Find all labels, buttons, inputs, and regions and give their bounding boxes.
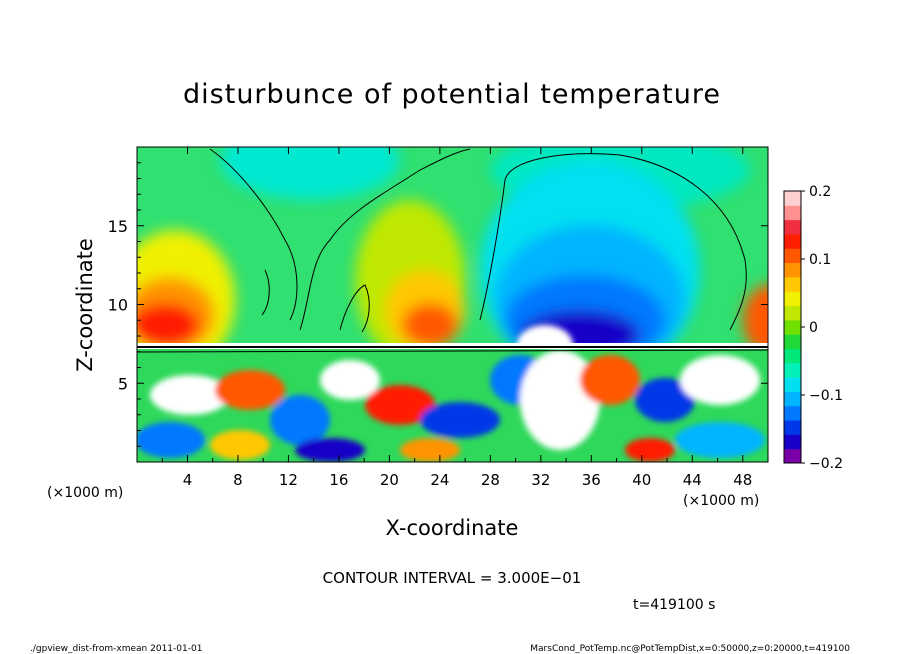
colorbar-tick-label: 0.1 [809, 252, 831, 268]
x-tick-label: 44 [683, 471, 702, 489]
x-tick-label: 16 [329, 471, 348, 489]
colorbar-tick-label: 0 [809, 320, 818, 336]
x-tick-label: 48 [733, 471, 752, 489]
colorbar-segment [784, 219, 801, 235]
contour-lines [209, 148, 747, 333]
y-tick-label: 5 [118, 374, 128, 393]
colorbar-labels: 0.2 0.1 0 −0.1 −0.2 [801, 184, 843, 472]
colorbar-tick-label: −0.1 [809, 388, 843, 404]
y-axis-label: Z-coordinate [73, 238, 97, 372]
x-tick-label: 20 [380, 471, 399, 489]
x-tick-label: 28 [481, 471, 500, 489]
contour-interval-label: CONTOUR INTERVAL = 3.000E−01 [323, 569, 582, 587]
x-axis: 4 8 12 16 20 24 28 32 36 40 44 48 [161, 147, 752, 489]
colorbar-segment [784, 305, 801, 321]
colorbar-segment [784, 448, 801, 464]
colorbar-segment [784, 262, 801, 278]
colorbar-segment [784, 420, 801, 435]
colorbar-segment [784, 233, 801, 249]
colorbar-segment [784, 191, 801, 206]
x-tick-label: 36 [582, 471, 601, 489]
time-label: t=419100 s [633, 597, 715, 613]
x-tick-label: 8 [233, 471, 243, 489]
y-axis: 5 10 15 [108, 162, 768, 447]
colorbar-segment [784, 205, 801, 221]
colorbar-segment [784, 362, 801, 378]
colorbar-segment [784, 248, 801, 264]
colorbar-segment [784, 291, 801, 307]
x-tick-label: 32 [531, 471, 550, 489]
colorbar-segment [784, 348, 801, 364]
x-tick-label: 40 [632, 471, 651, 489]
colorbar-segment [784, 434, 801, 450]
x-unit-left: (×1000 m) [47, 485, 123, 501]
colorbar-segment [784, 334, 801, 349]
x-tick-label: 24 [430, 471, 449, 489]
colorbar-segment [784, 391, 801, 407]
footer-left: ./gpview_dist-from-xmean 2011-01-01 [30, 644, 202, 654]
y-tick-label: 15 [108, 217, 128, 236]
colorbar-segment [784, 276, 801, 292]
chart-title: disturbunce of potential temperature [183, 79, 721, 110]
x-tick-label: 4 [183, 471, 193, 489]
colorbar-segment [784, 377, 801, 392]
colorbar-tick-label: 0.2 [809, 184, 831, 200]
colorbar [784, 191, 801, 464]
x-axis-label: X-coordinate [386, 516, 519, 540]
colorbar-tick-label: −0.2 [809, 456, 843, 472]
y-tick-label: 10 [108, 296, 128, 315]
heatmap-field [137, 147, 768, 462]
colorbar-segment [784, 405, 801, 421]
x-tick-label: 12 [279, 471, 298, 489]
footer-right: MarsCond_PotTemp.nc@PotTempDist,x=0:5000… [530, 644, 850, 654]
colorbar-segment [784, 319, 801, 335]
x-unit-right: (×1000 m) [683, 493, 759, 509]
